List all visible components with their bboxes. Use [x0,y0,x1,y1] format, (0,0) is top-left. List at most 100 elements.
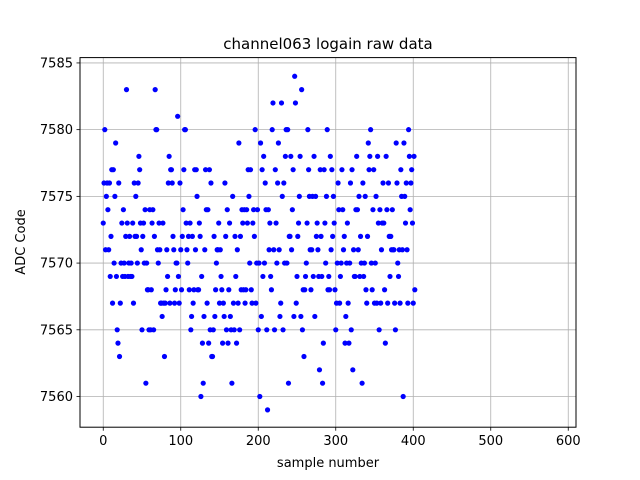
data-point [275,140,281,146]
data-point [133,193,139,199]
data-point [212,313,218,320]
data-point [392,327,399,333]
data-point [106,247,112,253]
data-point [224,207,230,213]
y-tick-label: 7580 [40,123,73,138]
data-point [226,220,233,226]
data-point [313,233,319,239]
data-point [264,407,271,413]
data-point [288,153,294,159]
data-point [401,140,407,146]
data-point [331,220,337,226]
data-point [216,220,222,226]
data-point [285,380,292,386]
data-point [151,233,157,239]
data-point [221,313,227,320]
data-point [150,207,156,213]
data-point [290,167,296,173]
data-point [247,260,253,266]
data-point [138,247,144,253]
data-point [365,140,371,146]
data-point [376,327,382,333]
data-point [124,220,130,226]
data-point [127,233,133,239]
data-point [161,353,168,360]
data-point [123,233,129,239]
data-point [282,153,288,159]
data-point [366,167,372,173]
data-point [407,207,413,213]
data-point [302,273,309,280]
data-point [220,300,226,306]
data-point [140,233,146,239]
data-point [409,220,416,226]
data-point [109,300,116,306]
data-point [364,233,371,239]
data-point [137,167,143,173]
data-point [377,207,383,213]
data-point [206,340,212,346]
data-point [179,233,185,239]
data-point [270,100,276,106]
data-point [216,300,223,306]
data-point [257,393,263,400]
data-point [133,233,140,239]
data-point [199,340,206,346]
data-point [391,247,397,253]
data-point [326,287,333,293]
data-point [142,207,148,213]
data-point [367,153,373,159]
data-point [178,287,185,293]
data-point [330,233,336,239]
data-point [381,220,387,226]
data-point [130,220,136,226]
data-point [404,247,410,253]
data-point [395,273,402,280]
data-point [234,247,240,253]
y-tick-label: 7565 [40,323,73,338]
data-point [315,247,321,253]
data-point [258,313,264,320]
data-point [334,260,340,266]
data-point [317,167,323,173]
x-tick-label: 400 [401,434,426,449]
data-point [301,353,307,360]
data-point [236,140,242,146]
data-point [271,327,278,333]
data-point [380,180,386,186]
data-point [346,340,352,346]
data-point [163,287,169,293]
data-point [223,327,230,333]
data-point [232,233,238,239]
data-point [268,287,275,293]
data-point [172,287,178,293]
data-point [278,300,284,306]
data-point [273,220,279,226]
data-point [255,327,261,333]
data-point [304,220,310,226]
data-point [223,233,229,239]
data-point [246,193,252,199]
data-point [294,273,300,280]
data-point [387,273,393,280]
data-point [356,193,362,199]
data-point [130,300,137,306]
data-point [336,207,342,213]
data-point [174,260,180,266]
data-point [120,207,126,213]
data-point [363,287,369,293]
data-point [257,140,264,146]
data-point [112,193,118,199]
data-point [135,180,141,186]
data-point [189,313,195,320]
data-point [162,300,168,306]
data-point [293,300,299,306]
data-point [167,300,173,306]
data-point [157,247,163,253]
data-point [260,273,266,280]
data-point [288,247,295,253]
data-point [184,247,190,253]
data-point [233,273,239,280]
data-point [316,367,323,373]
data-point [230,300,237,306]
